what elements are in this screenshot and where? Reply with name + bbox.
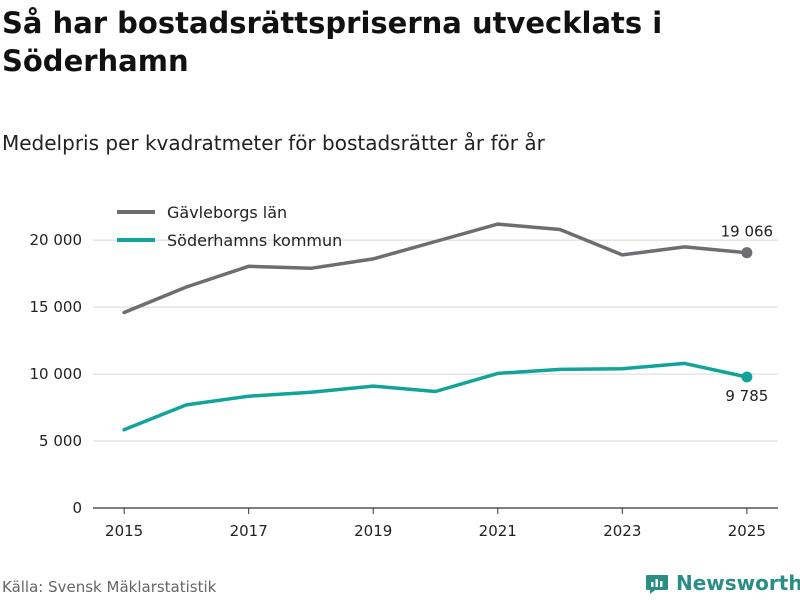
- chart-subtitle: Medelpris per kvadratmeter för bostadsrä…: [2, 131, 545, 155]
- y-tick-label: 15 000: [30, 298, 83, 316]
- y-tick-label: 10 000: [30, 365, 83, 383]
- series-line-1: [122, 361, 749, 432]
- legend: Gävleborgs län Söderhamns kommun: [117, 203, 342, 250]
- series-endpoint-0: [741, 247, 753, 259]
- series-lines: [122, 222, 753, 432]
- end-labels: 19 066 9 785: [721, 223, 774, 405]
- series-endpoint-1: [741, 371, 753, 383]
- x-tick-label: 2017: [230, 522, 268, 540]
- series-line-0: [122, 222, 749, 315]
- newsworthy-logo-icon: [646, 575, 668, 594]
- x-tick-label: 2023: [603, 522, 641, 540]
- end-value-label: 19 066: [721, 223, 774, 241]
- legend-label: Gävleborgs län: [167, 203, 287, 222]
- x-tick-label: 2019: [354, 522, 392, 540]
- x-tick-label: 2021: [479, 522, 517, 540]
- end-value-label: 9 785: [725, 387, 768, 405]
- x-tick-label: 2015: [105, 522, 143, 540]
- x-axis-ticks: 2015 2017 2019 2021 2023 2025: [105, 508, 766, 540]
- y-tick-label: 0: [72, 499, 82, 517]
- y-axis-ticks: 0 5 000 10 000 15 000 20 000: [30, 231, 83, 517]
- source-note: Källa: Svensk Mäklarstatistik: [2, 578, 217, 596]
- x-tick-label: 2025: [728, 522, 766, 540]
- grid-lines: [93, 239, 778, 509]
- legend-label: Söderhamns kommun: [167, 231, 342, 250]
- chart-title: Så har bostadsrättspriserna utvecklats i…: [2, 6, 663, 78]
- brand-name: Newsworthy: [676, 571, 800, 595]
- y-tick-label: 5 000: [39, 432, 82, 450]
- y-tick-label: 20 000: [30, 231, 83, 249]
- brand-logo[interactable]: Newsworthy: [644, 568, 800, 598]
